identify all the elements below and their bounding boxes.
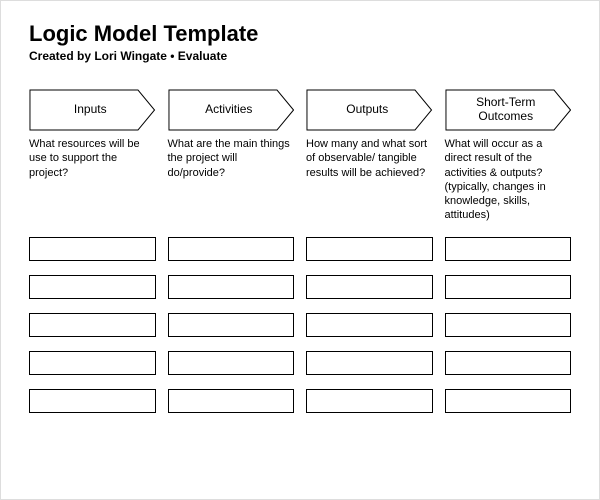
column-heading-label: Outputs [342, 103, 396, 117]
column-heading-label: Inputs [70, 103, 115, 117]
page-title: Logic Model Template [29, 21, 571, 47]
column: Short-Term Outcomes What will occur as a … [445, 89, 572, 427]
entry-box [445, 313, 572, 337]
column-description: What will occur as a direct result of th… [445, 137, 572, 229]
entry-box [29, 237, 156, 261]
column-heading-arrow: Short-Term Outcomes [445, 89, 572, 131]
entry-box [168, 351, 295, 375]
entry-box [445, 237, 572, 261]
column: Activities What are the main things the p… [168, 89, 295, 427]
column-heading-label: Short-Term Outcomes [445, 96, 572, 124]
column-heading-arrow: Activities [168, 89, 295, 131]
column: Inputs What resources will be use to supp… [29, 89, 156, 427]
entry-box [29, 351, 156, 375]
page-subtitle: Created by Lori Wingate • Evaluate [29, 49, 571, 63]
column-heading-arrow: Inputs [29, 89, 156, 131]
column: Outputs How many and what sort of observa… [306, 89, 433, 427]
entry-box [29, 313, 156, 337]
entry-box [168, 275, 295, 299]
entry-box [306, 237, 433, 261]
entry-box [306, 351, 433, 375]
entry-box [168, 313, 295, 337]
column-heading-arrow: Outputs [306, 89, 433, 131]
entry-box [168, 389, 295, 413]
entry-box [29, 275, 156, 299]
column-heading-label: Activities [201, 103, 260, 117]
entry-box [445, 275, 572, 299]
entry-box [168, 237, 295, 261]
column-description: How many and what sort of observable/ ta… [306, 137, 433, 229]
entry-box [29, 389, 156, 413]
entry-box [306, 313, 433, 337]
column-description: What are the main things the project wil… [168, 137, 295, 229]
columns-container: Inputs What resources will be use to supp… [29, 89, 571, 427]
column-description: What resources will be use to support th… [29, 137, 156, 229]
entry-box [306, 389, 433, 413]
entry-box [445, 389, 572, 413]
entry-box [306, 275, 433, 299]
entry-box [445, 351, 572, 375]
